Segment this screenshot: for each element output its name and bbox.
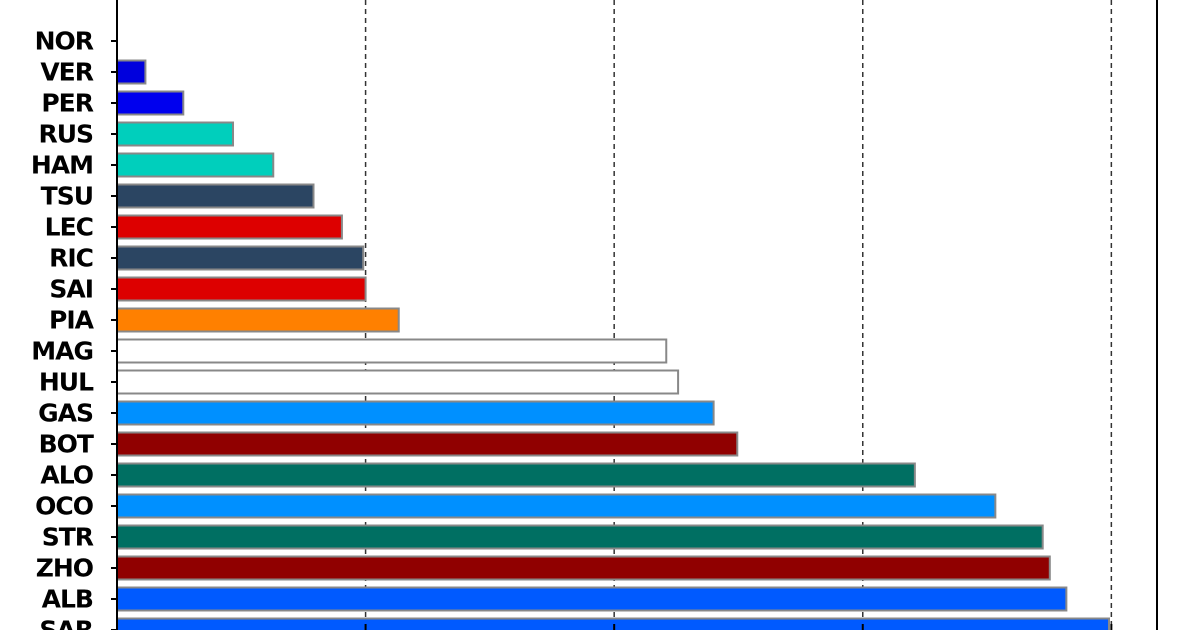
y-tick-label-sai: SAI [49, 275, 93, 304]
y-tick-label-alo: ALO [40, 461, 93, 490]
y-tick-label-mag: MAG [31, 337, 93, 366]
bar-mag [116, 338, 668, 364]
y-tick-label-oco: OCO [35, 492, 93, 521]
bar-tsu [116, 183, 315, 209]
y-tick-label-per: PER [41, 89, 93, 118]
y-tick-label-tsu: TSU [41, 182, 93, 211]
bar-ric [116, 245, 365, 271]
bar-ham [116, 152, 275, 178]
axes [111, 0, 1158, 630]
bar-gas [116, 400, 715, 426]
y-tick-label-ham: HAM [31, 151, 93, 180]
y-tick-label-ver: VER [40, 58, 93, 87]
bar-zho [116, 555, 1051, 581]
y-tick-label-rus: RUS [38, 120, 93, 149]
tick-labels: NORVERPERRUSHAMTSULECRICSAIPIAMAGHULGASB… [31, 27, 96, 630]
bar-sai [116, 276, 367, 302]
y-tick-label-lec: LEC [45, 213, 93, 242]
bar-lec [116, 214, 343, 240]
y-tick-label-sar: SAR [39, 616, 93, 630]
bar-str [116, 524, 1044, 550]
y-tick-label-nor: NOR [35, 27, 94, 56]
bar-alb [116, 586, 1068, 612]
bars [116, 59, 1110, 630]
y-tick-label-str: STR [42, 523, 94, 552]
y-tick-label-gas: GAS [38, 399, 93, 428]
bar-pia [116, 307, 400, 333]
y-tick-label-ric: RIC [49, 244, 93, 273]
y-tick-label-pia: PIA [49, 306, 95, 335]
bar-sar [116, 617, 1110, 630]
bar-per [116, 90, 185, 116]
y-tick-label-bot: BOT [39, 430, 94, 459]
bar-alo [116, 462, 916, 488]
y-tick-label-alb: ALB [42, 585, 93, 614]
bar-hul [116, 369, 680, 395]
bar-ver [116, 59, 147, 85]
bar-rus [116, 121, 235, 147]
bar-oco [116, 493, 997, 519]
y-tick-label-hul: HUL [39, 368, 94, 397]
y-tick-label-zho: ZHO [36, 554, 93, 583]
bar-bot [116, 431, 739, 457]
